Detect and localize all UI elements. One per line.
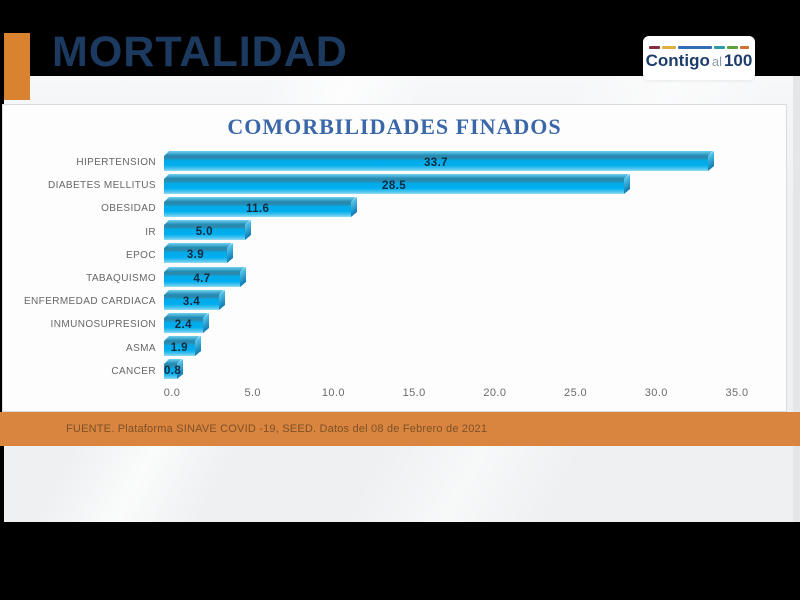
category-label: OBESIDAD bbox=[101, 203, 156, 215]
bar-value-label: 33.7 bbox=[424, 156, 448, 169]
bar-track: 3.4 bbox=[164, 294, 774, 310]
logo-dash bbox=[678, 46, 712, 49]
bar-value-label: 28.5 bbox=[382, 179, 407, 192]
bar-track: 11.6 bbox=[164, 201, 774, 217]
orange-accent-bar bbox=[4, 33, 30, 100]
category-label: TABAQUISMO bbox=[86, 273, 156, 285]
bar-track: 4.7 bbox=[164, 271, 774, 287]
chart-row: ASMA 1.9 bbox=[3, 337, 786, 360]
bar bbox=[164, 271, 240, 287]
logo-word-al: al bbox=[711, 54, 722, 69]
category-label: HIPERTENSION bbox=[76, 157, 156, 169]
chart-row: ENFERMEDAD CARDIACA 3.4 bbox=[3, 290, 786, 313]
page-title: MORTALIDAD bbox=[52, 28, 348, 76]
bar-value-label: 5.0 bbox=[195, 226, 213, 239]
category-label: CANCER bbox=[111, 365, 156, 377]
bar-value-label: 0.8 bbox=[164, 365, 182, 378]
bar bbox=[164, 317, 203, 333]
x-axis-tick: 35.0 bbox=[725, 387, 749, 399]
bar-value-label: 11.6 bbox=[245, 202, 270, 215]
bar bbox=[164, 225, 245, 241]
chart-row: EPOC 3.9 bbox=[3, 244, 786, 267]
bar-value-label: 2.4 bbox=[174, 318, 192, 331]
chart-row: TABAQUISMO 4.7 bbox=[3, 267, 786, 290]
bar-track: 33.7 bbox=[164, 155, 774, 171]
bar bbox=[164, 201, 352, 217]
category-label: IR bbox=[145, 226, 156, 238]
x-axis-tick: 10.0 bbox=[321, 387, 345, 399]
bar bbox=[164, 155, 708, 171]
source-footer: FUENTE. Plataforma SINAVE COVID -19, SEE… bbox=[0, 412, 800, 446]
category-label: ASMA bbox=[126, 342, 156, 354]
bar-track: 3.9 bbox=[164, 247, 774, 264]
logo-dash bbox=[662, 46, 676, 49]
logo-dash bbox=[740, 46, 749, 49]
category-label: INMUNOSUPRESION bbox=[50, 319, 156, 331]
bar bbox=[164, 294, 219, 310]
category-label: EPOC bbox=[126, 249, 156, 261]
chart-row: HIPERTENSION 33.7 bbox=[3, 151, 786, 174]
logo-color-dashes-icon bbox=[649, 46, 749, 49]
bar-value-label: 4.7 bbox=[193, 272, 211, 285]
x-axis-tick: 25.0 bbox=[564, 387, 588, 399]
category-label: DIABETES MELLITUS bbox=[48, 180, 156, 192]
bar-value-label: 3.4 bbox=[182, 295, 201, 308]
bar-track: 2.4 bbox=[164, 317, 774, 333]
chart-row: OBESIDAD 11.6 bbox=[3, 197, 786, 220]
logo-dash bbox=[649, 46, 660, 49]
bar-track: 0.8 bbox=[164, 363, 774, 380]
bar bbox=[164, 341, 195, 357]
x-axis-tick: 15.0 bbox=[402, 387, 426, 399]
slide-right-margin bbox=[793, 76, 800, 522]
x-axis-tick: 20.0 bbox=[483, 387, 507, 399]
x-axis-tick: 5.0 bbox=[244, 387, 261, 399]
logo-word-100: 100 bbox=[723, 51, 753, 70]
bar bbox=[164, 178, 625, 194]
bar-track: 28.5 bbox=[164, 178, 774, 194]
x-axis-tick: 30.0 bbox=[644, 387, 668, 399]
bar-chart-panel: COMORBILIDADES FINADOS HIPERTENSION 33.7 D… bbox=[2, 104, 787, 412]
x-axis: 0.0 5.0 10.0 15.0 20.0 25.0 30.0 35.0 bbox=[3, 387, 786, 405]
source-text: FUENTE. Plataforma SINAVE COVID -19, SEE… bbox=[66, 423, 488, 435]
chart-plot-area: HIPERTENSION 33.7 DIABETES MELLITUS 28.5 OBE… bbox=[3, 151, 786, 383]
x-axis-tick: 0.0 bbox=[163, 387, 181, 399]
bar bbox=[164, 248, 227, 264]
chart-title: COMORBILIDADES FINADOS bbox=[227, 114, 562, 139]
chart-row: CANCER 0.8 bbox=[3, 360, 786, 383]
logo-dash bbox=[714, 46, 725, 49]
category-label: ENFERMEDAD CARDIACA bbox=[23, 296, 156, 308]
chart-row: INMUNOSUPRESION 2.4 bbox=[3, 313, 786, 336]
chart-row: IR 5.0 bbox=[3, 221, 786, 244]
logo-dash bbox=[727, 46, 738, 49]
bar-track: 1.9 bbox=[164, 340, 774, 357]
logo-text: Contigo al 100 bbox=[646, 52, 753, 70]
bar-value-label: 3.9 bbox=[186, 249, 205, 262]
contigo-al-100-logo: Contigo al 100 bbox=[643, 36, 755, 80]
bar-value-label: 1.9 bbox=[170, 342, 188, 355]
chart-row: DIABETES MELLITUS 28.5 bbox=[3, 174, 786, 197]
logo-word-contigo: Contigo bbox=[645, 51, 710, 70]
bar-track: 5.0 bbox=[164, 224, 774, 241]
bar bbox=[164, 364, 177, 380]
